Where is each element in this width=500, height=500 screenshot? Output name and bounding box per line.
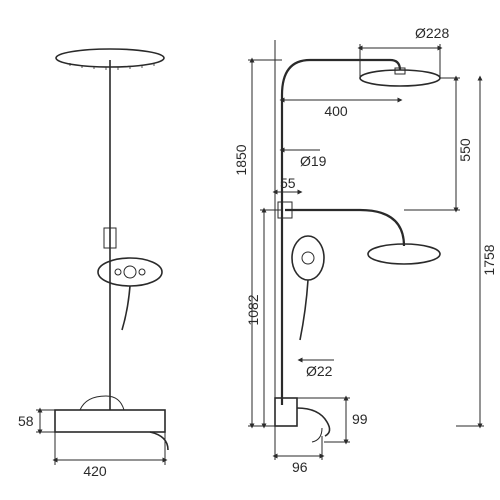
- dim-228-label: Ø228: [415, 25, 449, 41]
- dim-55-label: 55: [280, 175, 296, 191]
- mixer-left: [55, 396, 168, 450]
- dim-1758-label: 1758: [481, 244, 497, 275]
- valve-right: [275, 398, 330, 442]
- dim-hose-dia: Ø22: [300, 360, 334, 379]
- left-view: 58 420: [18, 49, 168, 479]
- dim-99-label: 99: [352, 411, 368, 427]
- dim-550: 550: [404, 78, 473, 210]
- dim-400-label: 400: [324, 103, 348, 119]
- hand-shower-right: [292, 236, 324, 340]
- dim-1082: 1082: [245, 210, 282, 426]
- dim-55: 55: [275, 175, 300, 192]
- dim-1758: 1758: [456, 78, 497, 426]
- dim-96: 96: [275, 426, 322, 475]
- dim-mixer-width: 420: [55, 432, 165, 479]
- technical-drawing: 58 420 Ø228 400: [0, 0, 500, 500]
- dim-99: 99: [297, 398, 368, 442]
- dim-96-label: 96: [292, 459, 308, 475]
- dim-550-label: 550: [457, 138, 473, 162]
- dim-19-label: Ø19: [300, 153, 327, 169]
- dim-mixer-height: 58: [18, 410, 55, 432]
- hand-shower-left: [98, 258, 162, 330]
- dim-1082-label: 1082: [245, 294, 261, 325]
- dim-58-label: 58: [18, 413, 34, 429]
- right-view: Ø228 400 Ø19 55 Ø22: [233, 25, 497, 475]
- dim-420-label: 420: [83, 463, 107, 479]
- dim-22-label: Ø22: [306, 363, 333, 379]
- dim-1850-label: 1850: [233, 144, 249, 175]
- dim-riser-dia: Ø19: [282, 150, 327, 169]
- dim-arm: 400: [282, 100, 400, 119]
